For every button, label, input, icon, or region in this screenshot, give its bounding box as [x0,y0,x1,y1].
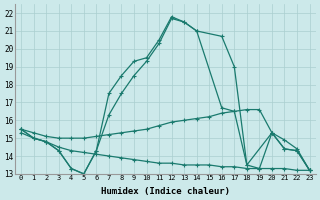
X-axis label: Humidex (Indice chaleur): Humidex (Indice chaleur) [101,187,230,196]
